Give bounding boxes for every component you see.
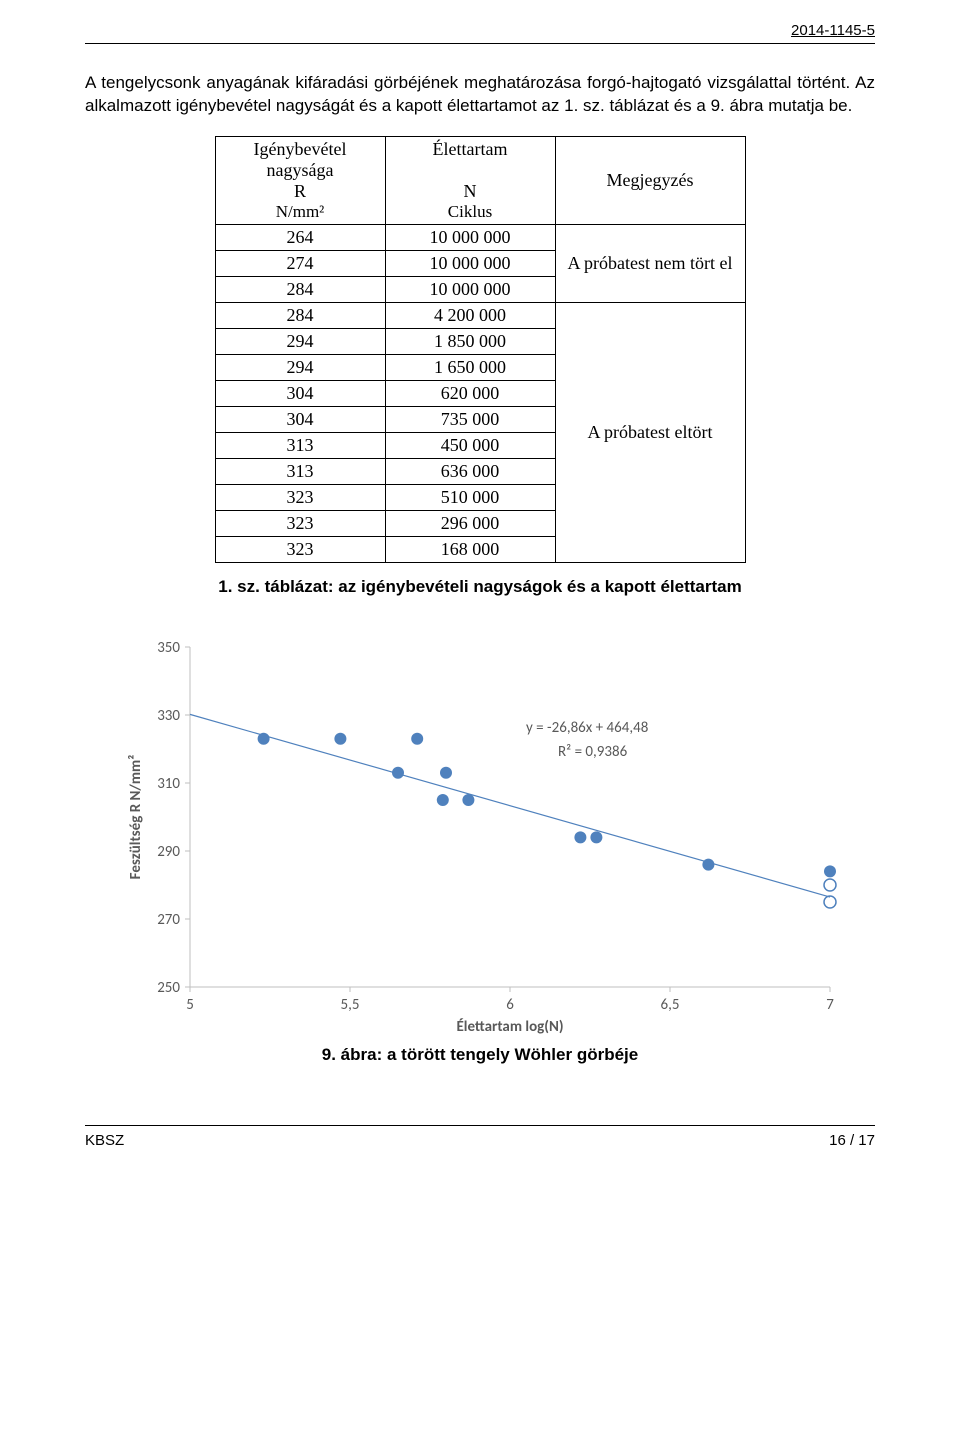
table-header-row: Igénybevétel nagysága R N/mm² Élettartam… [215,136,745,224]
data-point [462,794,474,806]
page: 2014-1145-5 A tengelycsonk anyagának kif… [0,0,960,1453]
x-tick-label: 5,5 [341,996,360,1014]
footer-rule [85,1125,875,1126]
hdr-r-l4: N/mm² [226,202,375,222]
cell-r: 323 [215,484,385,510]
y-tick-label: 270 [157,911,180,929]
cell-n: 735 000 [385,406,555,432]
cell-r: 294 [215,328,385,354]
data-point [334,733,346,745]
cell-n: 1 650 000 [385,354,555,380]
data-table: Igénybevétel nagysága R N/mm² Élettartam… [215,136,746,563]
footer-row: KBSZ 16 / 17 [85,1132,875,1149]
footer-right: 16 / 17 [829,1132,875,1149]
x-tick-label: 6,5 [661,996,680,1014]
cell-r: 274 [215,250,385,276]
y-tick-label: 250 [157,979,180,997]
chart-bg [120,637,840,1037]
intro-paragraph: A tengelycsonk anyagának kifáradási görb… [85,72,875,118]
x-tick-label: 5 [186,996,194,1014]
data-point [590,831,602,843]
cell-note-1: A próbatest nem tört el [555,224,745,302]
y-tick-label: 350 [157,639,180,657]
hdr-n-l1: Élettartam [396,139,545,160]
y-tick-label: 290 [157,843,180,861]
cell-r: 284 [215,302,385,328]
chart-caption: 9. ábra: a törött tengely Wöhler görbéje [85,1045,875,1065]
cell-n: 168 000 [385,536,555,562]
table-head: Igénybevétel nagysága R N/mm² Élettartam… [215,136,745,224]
cell-r: 294 [215,354,385,380]
equation-line-1: y = -26,86x + 464,48 [526,719,648,737]
cell-n: 296 000 [385,510,555,536]
table-wrap: Igénybevétel nagysága R N/mm² Élettartam… [85,136,875,563]
y-tick-label: 310 [157,775,180,793]
cell-n: 620 000 [385,380,555,406]
chart-wrap: 250 270 290 310 330 350 5 5,5 6 6,5 7 Élettartam lo… [85,637,875,1037]
cell-n: 10 000 000 [385,224,555,250]
data-point [824,865,836,877]
col-header-n: Élettartam N Ciklus [385,136,555,224]
document-id: 2014-1145-5 [85,22,875,39]
cell-r: 323 [215,510,385,536]
equation-line-2: R² = 0,9386 [558,743,628,761]
data-point [392,767,404,779]
x-axis-label: Élettartam log(N) [456,1017,563,1036]
data-point [411,733,423,745]
data-point [258,733,270,745]
col-header-note: Megjegyzés [555,136,745,224]
wohler-chart: 250 270 290 310 330 350 5 5,5 6 6,5 7 Élettartam lo… [120,637,840,1037]
cell-n: 636 000 [385,458,555,484]
data-point [437,794,449,806]
y-tick-label: 330 [157,707,180,725]
cell-n: 510 000 [385,484,555,510]
table-row: 2844 200 000A próbatest eltört [215,302,745,328]
x-tick-label: 7 [826,996,834,1014]
cell-note-2: A próbatest eltört [555,302,745,562]
cell-n: 10 000 000 [385,276,555,302]
hdr-r-l1: Igénybevétel [226,139,375,160]
hdr-r-l3: R [226,181,375,202]
cell-n: 10 000 000 [385,250,555,276]
table-caption: 1. sz. táblázat: az igénybevételi nagysá… [85,577,875,597]
cell-r: 323 [215,536,385,562]
cell-r: 304 [215,406,385,432]
cell-r: 304 [215,380,385,406]
cell-r: 284 [215,276,385,302]
table-row: 26410 000 000A próbatest nem tört el [215,224,745,250]
hdr-n-l3: N [396,181,545,202]
cell-r: 313 [215,458,385,484]
cell-n: 4 200 000 [385,302,555,328]
cell-n: 450 000 [385,432,555,458]
header-rule [85,43,875,44]
data-point [574,831,586,843]
data-point [440,767,452,779]
cell-r: 313 [215,432,385,458]
col-header-r: Igénybevétel nagysága R N/mm² [215,136,385,224]
y-axis-label: Feszültség R N/mm² [127,755,145,880]
cell-n: 1 850 000 [385,328,555,354]
footer-left: KBSZ [85,1132,124,1149]
hdr-r-l2: nagysága [226,160,375,181]
cell-r: 264 [215,224,385,250]
hdr-n-l4: Ciklus [396,202,545,222]
x-tick-label: 6 [506,996,514,1014]
table-body: 26410 000 000A próbatest nem tört el2741… [215,224,745,562]
data-point [702,858,714,870]
